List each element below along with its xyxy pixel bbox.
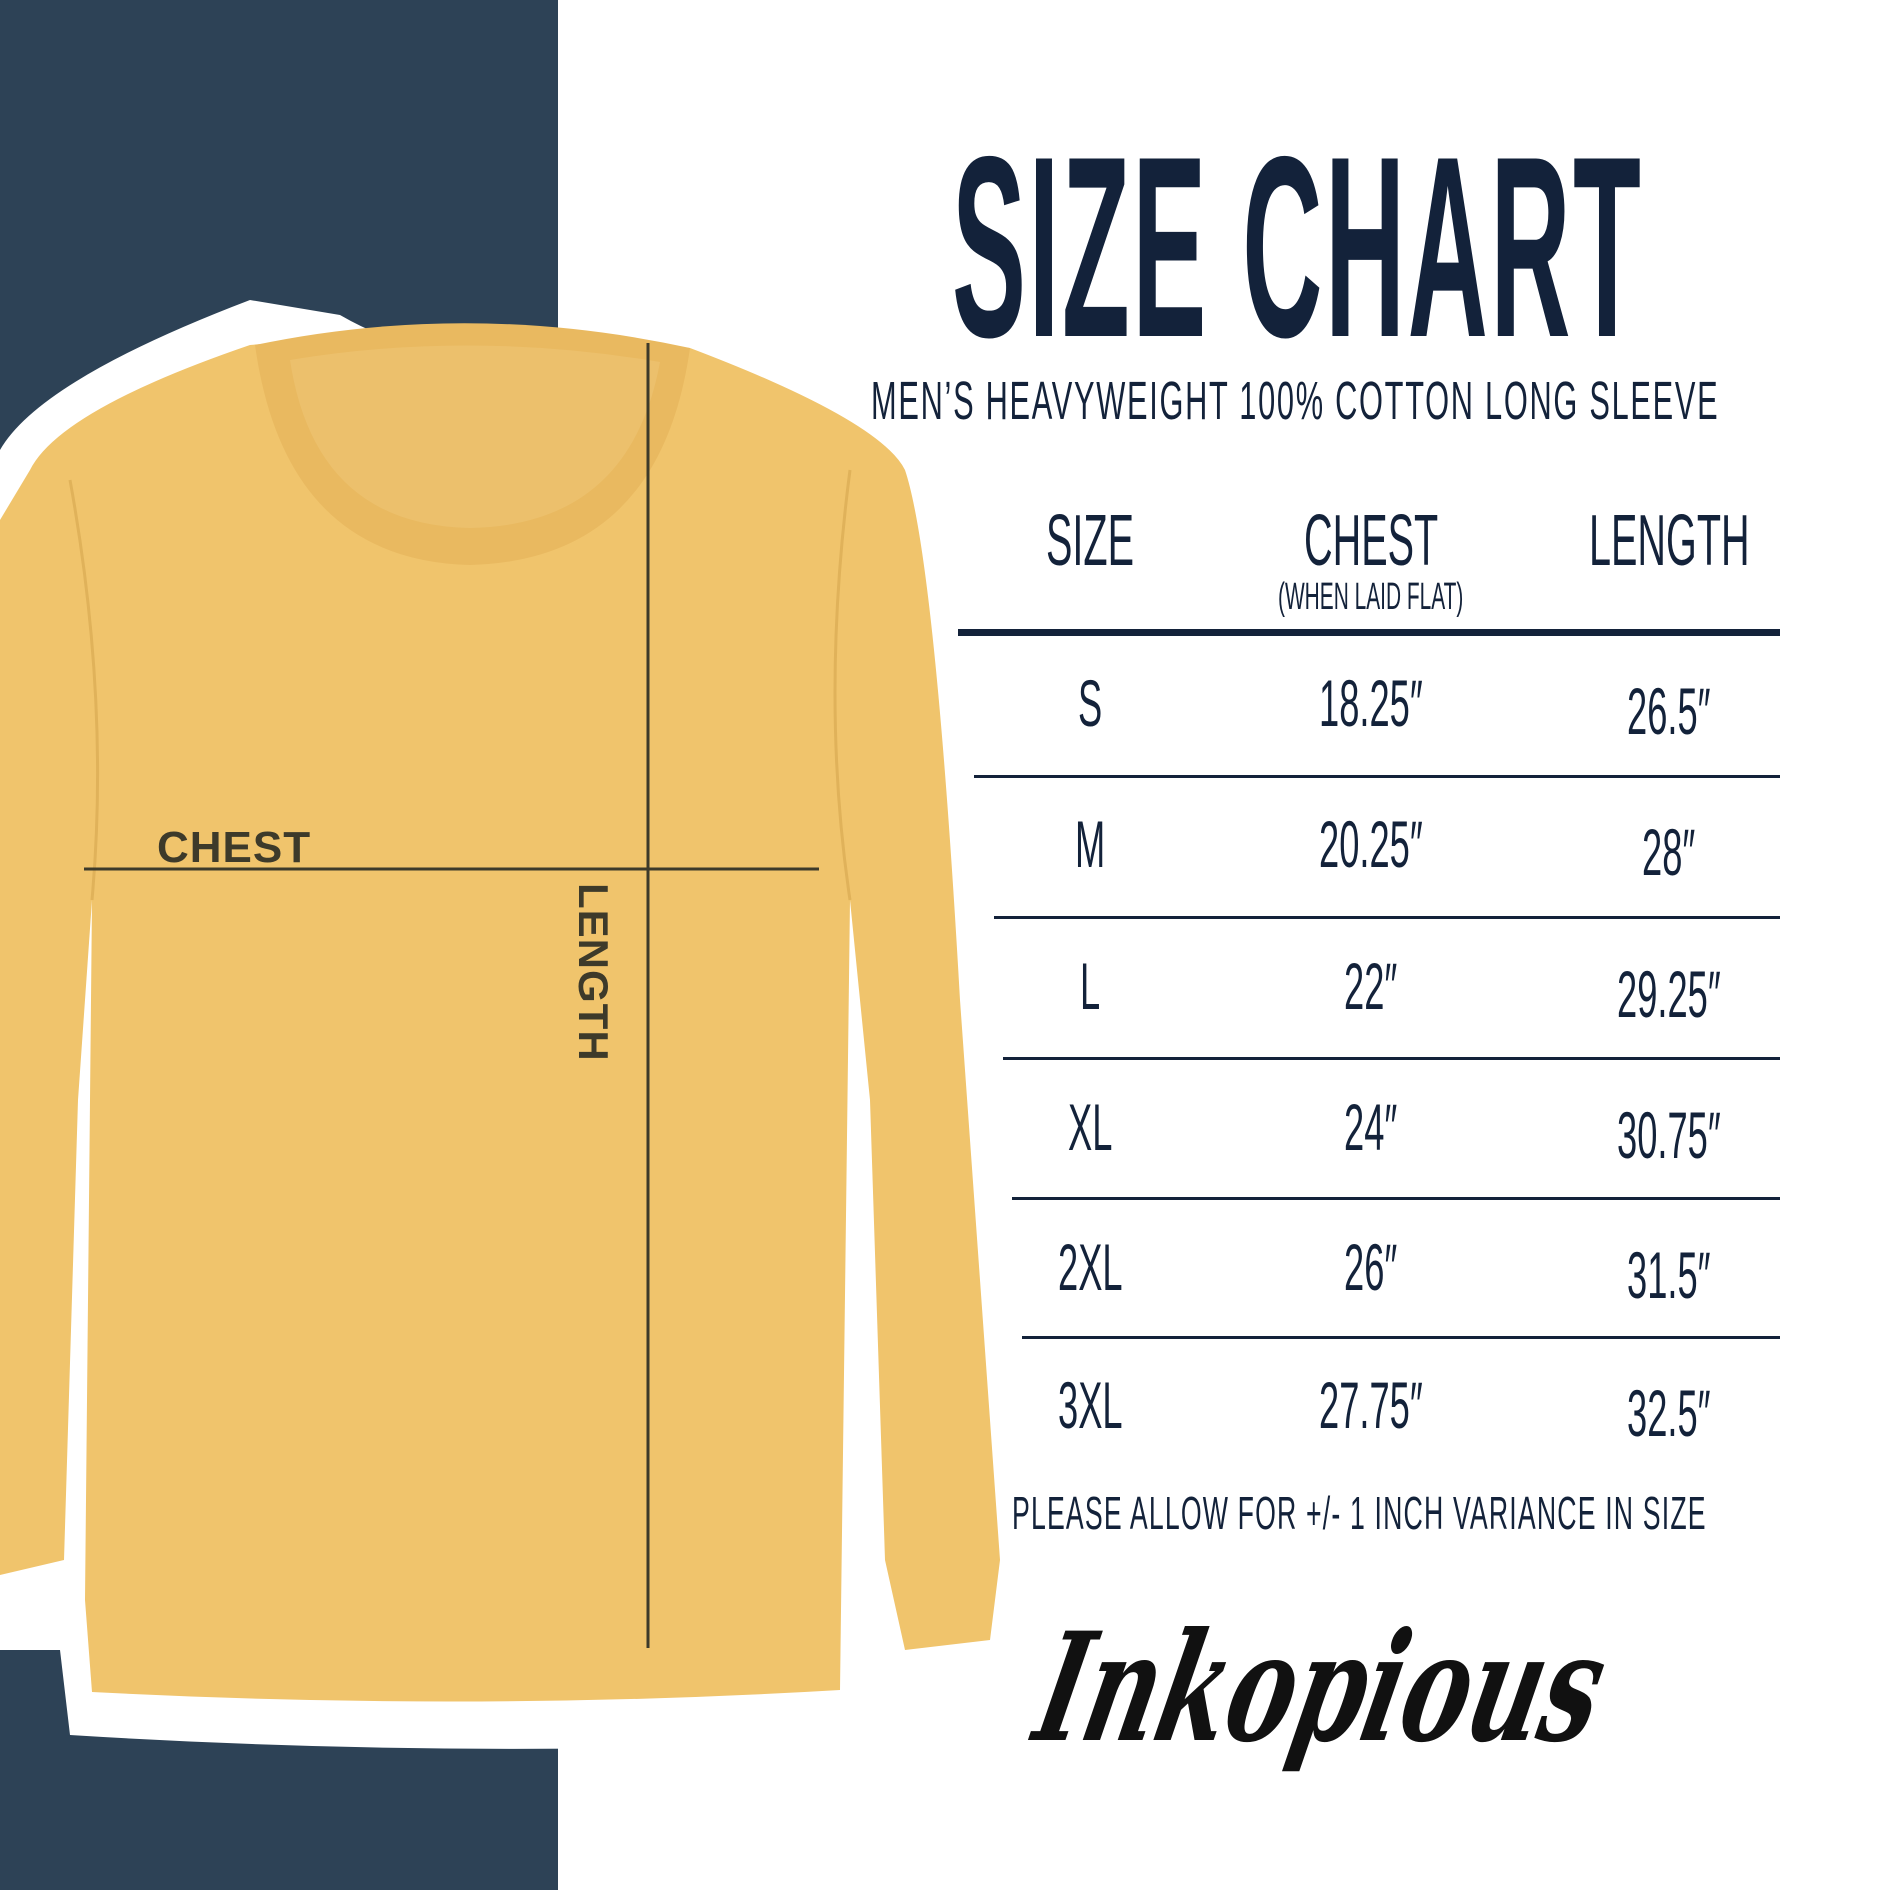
header-chest-note: (WHEN LAID FLAT) (1278, 576, 1464, 618)
cell-length: 30.75″ (1617, 1098, 1721, 1172)
cell-chest: 24″ (1344, 1090, 1398, 1164)
cell-size: XL (1067, 1090, 1113, 1164)
row-divider (974, 775, 1780, 778)
row-divider (994, 916, 1780, 919)
cell-chest: 20.25″ (1319, 807, 1423, 881)
row-divider (1003, 1057, 1780, 1060)
shirt-body (0, 338, 1000, 1702)
cell-chest: 22″ (1344, 949, 1398, 1023)
sleeve-seam-right (833, 469, 852, 901)
cell-size: 3XL (1057, 1368, 1123, 1442)
logo-wordmark: Inkopious (1020, 1600, 1620, 1776)
sleeve-seam-left (68, 479, 100, 901)
cell-length: 32.5″ (1627, 1376, 1711, 1450)
row-divider (1012, 1197, 1780, 1200)
cell-chest: 27.75″ (1319, 1368, 1423, 1442)
cell-length: 26.5″ (1627, 674, 1711, 748)
cell-size: S (1077, 666, 1103, 740)
length-label: LENGTH (570, 883, 617, 1062)
header-size: SIZE (1046, 501, 1135, 581)
chest-label: CHEST (157, 823, 312, 872)
cell-chest: 18.25″ (1319, 666, 1423, 740)
cell-length: 31.5″ (1627, 1238, 1711, 1312)
header-divider (958, 629, 1780, 636)
header-chest: CHEST (1303, 501, 1439, 581)
cell-chest: 26″ (1344, 1230, 1398, 1304)
cell-size: 2XL (1057, 1230, 1123, 1304)
row-divider (1022, 1336, 1780, 1339)
cell-length: 29.25″ (1617, 957, 1721, 1031)
subtitle: MEN’S HEAVYWEIGHT 100% COTTON LONG SLEEV… (871, 371, 1720, 431)
header-length: LENGTH (1588, 501, 1750, 581)
cell-size: M (1074, 807, 1106, 881)
page-title: SIZE CHART (952, 102, 1644, 391)
variance-note: PLEASE ALLOW FOR +/- 1 INCH VARIANCE IN … (1012, 1487, 1707, 1539)
shirt-collar-inner (290, 345, 660, 528)
inkopious-logo: Inkopious (1020, 1600, 1620, 1776)
cell-length: 28″ (1642, 815, 1696, 889)
cell-size: L (1079, 949, 1101, 1023)
